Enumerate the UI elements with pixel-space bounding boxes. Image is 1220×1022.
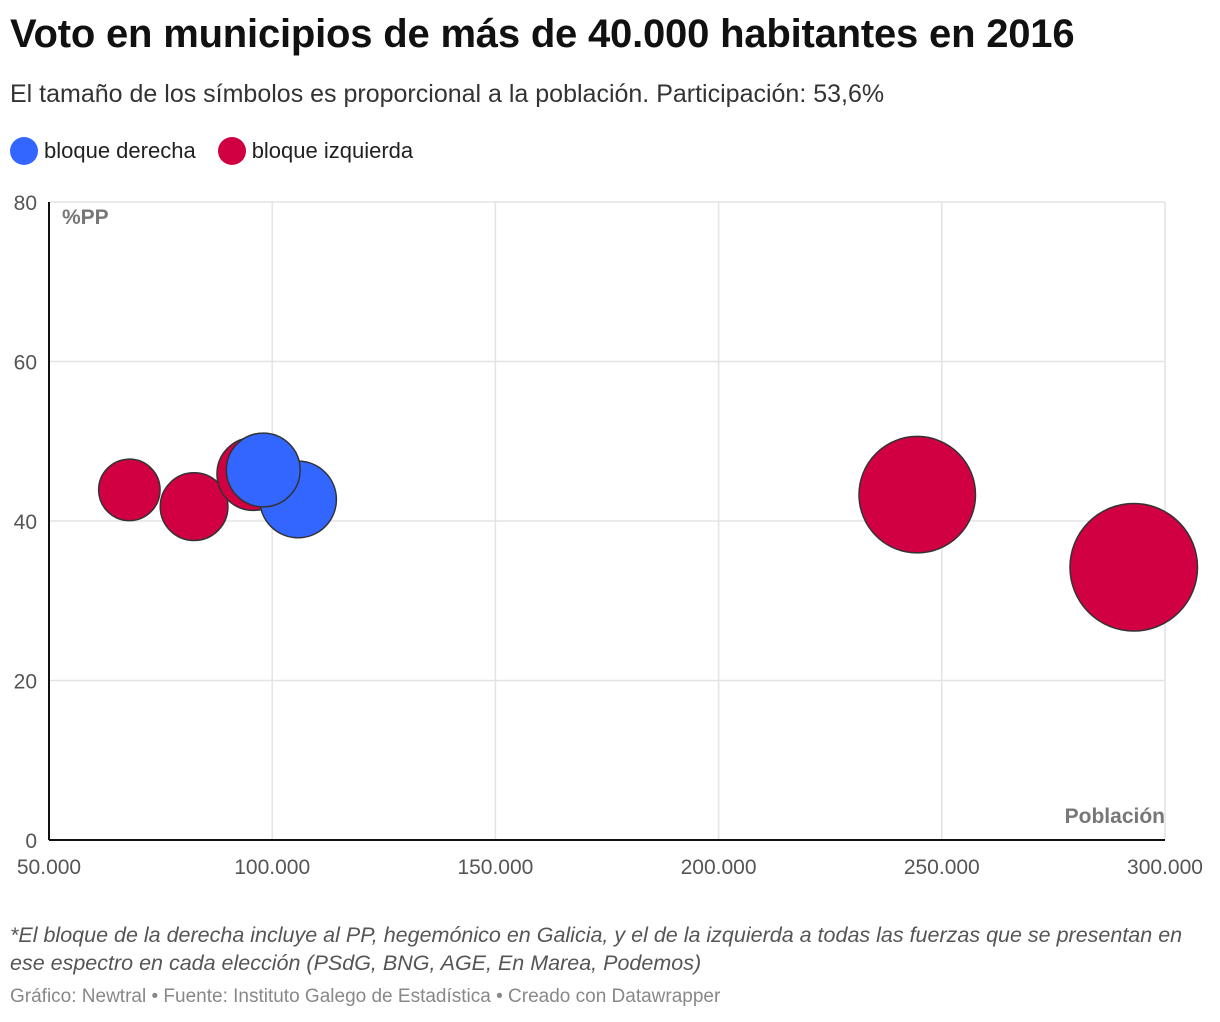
x-axis-title: Población: [1065, 805, 1165, 828]
y-tick-label: 0: [25, 830, 37, 853]
legend: bloque derecha bloque izquierda: [10, 137, 435, 165]
y-tick-label: 60: [14, 352, 37, 375]
legend-swatch-bloque-derecha: [10, 137, 38, 165]
y-tick-label: 80: [14, 192, 37, 215]
credits: Gráfico: Newtral • Fuente: Instituto Gal…: [10, 986, 721, 1007]
legend-label-bloque-izquierda: bloque izquierda: [251, 138, 414, 163]
legend-label-bloque-derecha: bloque derecha: [44, 138, 196, 163]
bubble-chart: 0 20 40 60 80 50.000 100.000 150.000 200.000 250.…: [14, 192, 1203, 879]
chart-subtitle: El tamaño de los símbolos es proporciona…: [10, 80, 885, 108]
y-tick-label: 40: [14, 511, 37, 534]
y-axis-title: %PP: [62, 206, 109, 229]
chart-title: Voto en municipios de más de 40.000 habi…: [10, 12, 1075, 56]
bubble-point-bloque-derecha: [225, 432, 301, 508]
footnote: *El bloque de la derecha incluye al PP, …: [10, 923, 1183, 975]
x-tick-label: 200.000: [681, 856, 757, 879]
x-tick-label: 150.000: [457, 856, 533, 879]
x-tick-label: 250.000: [904, 856, 980, 879]
x-tick-label: 300.000: [1127, 856, 1203, 879]
bubble-point-bloque-izquierda: [1069, 502, 1199, 632]
x-tick-label: 100.000: [234, 856, 310, 879]
legend-item-bloque-derecha: bloque derecha: [10, 137, 196, 165]
legend-item-bloque-izquierda: bloque izquierda: [217, 137, 414, 165]
bubble-point-bloque-izquierda: [159, 472, 229, 542]
y-tick-label: 20: [14, 671, 37, 694]
bubble-point-bloque-izquierda: [97, 458, 161, 522]
legend-swatch-bloque-izquierda: [217, 137, 246, 165]
x-tick-label: 50.000: [17, 856, 81, 879]
bubble-point-bloque-izquierda: [858, 435, 977, 554]
